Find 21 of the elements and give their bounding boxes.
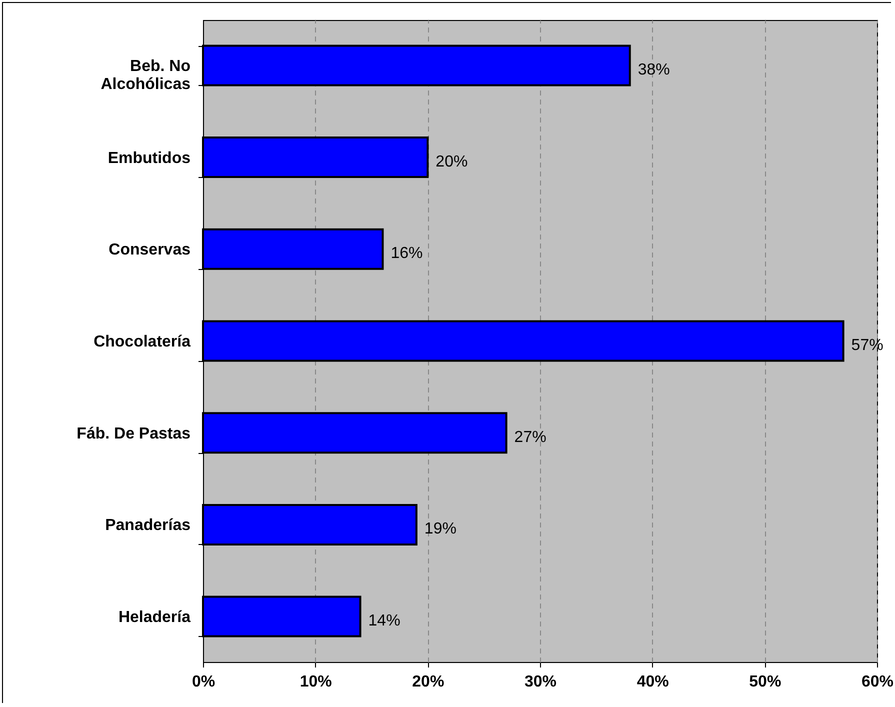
y-tick-label: Panaderías	[105, 517, 191, 534]
y-tick-label: Chocolatería	[94, 334, 191, 350]
x-tick-label: 20%	[412, 674, 444, 690]
data-label: 19%	[424, 520, 456, 538]
data-label: 14%	[368, 612, 400, 630]
x-tick-label: 50%	[749, 674, 782, 690]
x-tick-label: 10%	[300, 674, 332, 690]
y-tick-label: Beb. No Alcohólicas	[100, 58, 191, 93]
data-label: 57%	[851, 337, 884, 354]
y-tick-label: Fáb. De Pastas	[76, 425, 191, 442]
x-tick-label: 0%	[192, 674, 216, 690]
data-label: 38%	[638, 61, 670, 78]
y-tick-label: Conservas	[108, 242, 191, 259]
data-label: 20%	[436, 153, 468, 170]
y-tick-label: Embutidos	[108, 150, 191, 167]
x-tick-label: 30%	[524, 674, 557, 690]
x-tick-label: 40%	[636, 674, 669, 690]
y-tick-label: Heladería	[118, 609, 191, 626]
data-label: 16%	[390, 245, 423, 262]
data-label: 27%	[514, 428, 546, 446]
x-tick-label: 60%	[861, 674, 894, 690]
